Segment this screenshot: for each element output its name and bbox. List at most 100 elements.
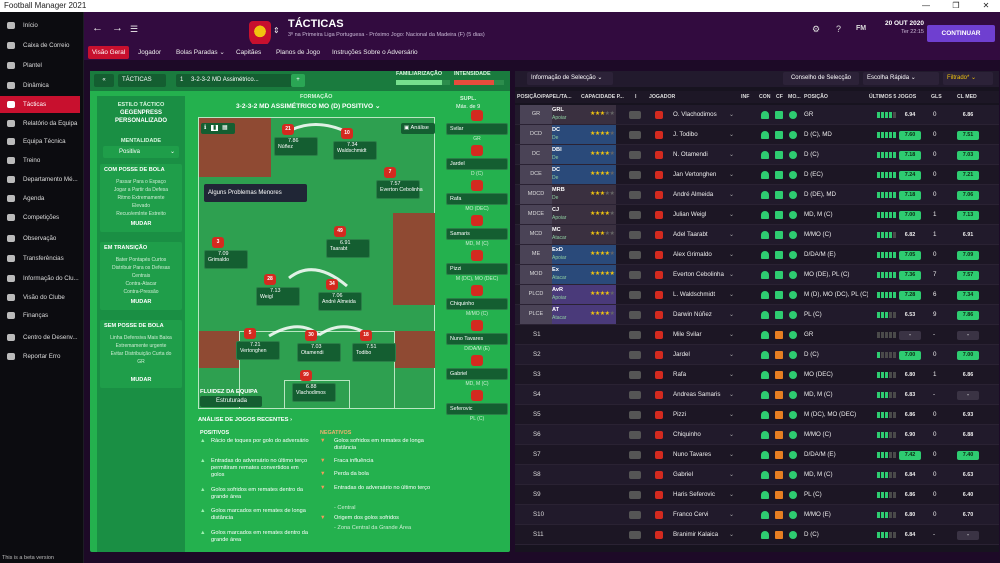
sidebar-item-scouting[interactable]: Observação (0, 230, 84, 247)
sidebar-item-home[interactable]: Início (0, 17, 84, 34)
role-cell[interactable]: MDCE CJ Apoiar ★★★★★ (520, 205, 616, 224)
player-name[interactable]: O. Vlachodimos (673, 111, 717, 118)
table-row[interactable]: S10 Franco Cervi ⌄ M/MO (E) 6.80 0 6.70 (515, 505, 999, 525)
player-card[interactable]: 6.91 Taarabt (326, 239, 370, 258)
selection-advice-button[interactable]: Conselho de Selecção (783, 72, 859, 85)
player-name[interactable]: Jardel (673, 351, 690, 358)
chevron-down-icon[interactable]: ⌄ (729, 491, 735, 498)
sub-name[interactable]: Pizzi (446, 263, 508, 275)
table-row[interactable]: S8 Gabriel ⌄ MD, M (C) 6.84 0 6.63 (515, 465, 999, 485)
swap-icon[interactable] (629, 211, 641, 219)
swap-icon[interactable] (629, 191, 641, 199)
chevron-down-icon[interactable]: ⌄ (729, 151, 735, 158)
swap-icon[interactable] (629, 451, 641, 459)
table-row[interactable]: S1 Mile Svilar ⌄ GR - - - (515, 325, 999, 345)
grid-icon[interactable]: ▦ (221, 125, 228, 131)
chevron-down-icon[interactable]: ⌄ (729, 511, 735, 518)
table-row[interactable]: PLCD AvR Apoiar ★★★★★ L. Waldschmidt ⌄ M (D), … (515, 285, 999, 305)
swap-icon[interactable] (629, 371, 641, 379)
minimize-icon[interactable]: — (922, 1, 930, 10)
col-inf[interactable]: INF (741, 94, 750, 100)
sub-name[interactable]: Seferovic (446, 403, 508, 415)
chevron-down-icon[interactable]: ⌄ (729, 231, 735, 238)
table-row[interactable]: S5 Pizzi ⌄ M (DC), MO (DEC) 6.86 0 6.93 (515, 405, 999, 425)
swap-icon[interactable] (629, 311, 641, 319)
player-name[interactable]: Alex Grimaldo (673, 251, 712, 258)
sidebar-item-medical[interactable]: Departamento Mé... (0, 171, 84, 188)
style-value[interactable]: GEGENPRESS PERSONALIZADO (114, 110, 167, 124)
table-row[interactable]: MCD MC Atacar ★★★★★ Adel Taarabt ⌄ M/MO (C) 6.8… (515, 225, 999, 245)
tab-0[interactable]: Visão Geral (88, 46, 130, 59)
chevron-down-icon[interactable]: ⌄ (729, 251, 735, 258)
swap-icon[interactable] (629, 351, 641, 359)
player-name[interactable]: Everton Cebolinha (673, 271, 724, 278)
chevron-down-icon[interactable]: ⌄ (729, 311, 735, 318)
chevron-down-icon[interactable]: ⌄ (729, 431, 735, 438)
player-name[interactable]: Pizzi (673, 411, 687, 418)
player-card[interactable]: 7.06 André Almeida (318, 292, 362, 311)
player-card[interactable]: 6.88 Vlachodimos (292, 383, 336, 402)
out_possession-change-button[interactable]: MUDAR (130, 377, 152, 383)
sidebar-item-staff[interactable]: Equipa Técnica (0, 133, 84, 150)
chevron-down-icon[interactable]: ⌄ (729, 371, 735, 378)
sidebar-item-training[interactable]: Treino (0, 152, 84, 169)
table-row[interactable]: S4 Andreas Samaris ⌄ MD, M (C) 6.83 - - (515, 385, 999, 405)
player-card[interactable]: 7.13 Weigl (256, 287, 300, 306)
swap-icon[interactable] (629, 251, 641, 259)
player-name[interactable]: Gabriel (673, 471, 693, 478)
table-row[interactable]: DC DBI De ★★★★★ N. Otamendi ⌄ D (C) 7.18 0 7.03 (515, 145, 999, 165)
player-name[interactable]: Jan Vertonghen (673, 171, 717, 178)
sidebar-item-trophy[interactable]: Competições (0, 209, 84, 226)
sidebar-item-finances[interactable]: Finanças (0, 307, 84, 324)
sub-name[interactable]: Jardel (446, 158, 508, 170)
quick-pick-dropdown[interactable]: Escolha Rápida ⌄ (863, 72, 939, 85)
col-mo[interactable]: MO... (788, 94, 801, 100)
player-name[interactable]: J. Todibo (673, 131, 698, 138)
table-row[interactable]: S6 Chiquinho ⌄ M/MO (C) 6.90 0 6.88 (515, 425, 999, 445)
player-name[interactable]: Julian Weigl (673, 211, 707, 218)
role-cell[interactable]: DC DBI De ★★★★★ (520, 145, 616, 164)
in_possession-change-button[interactable]: MUDAR (130, 221, 152, 227)
col-i[interactable]: I (635, 94, 637, 100)
forward-arrow-icon[interactable]: → (112, 22, 123, 34)
sub-name[interactable]: Nuno Tavares (446, 333, 508, 345)
sub-name[interactable]: Rafa (446, 193, 508, 205)
swap-icon[interactable] (629, 431, 641, 439)
sidebar-item-transfers[interactable]: Transferências (0, 250, 84, 267)
table-row[interactable]: S2 Jardel ⌄ D (C) 7.00 0 7.00 (515, 345, 999, 365)
col-ability[interactable]: CAPACIDADE P... (581, 94, 624, 100)
player-card[interactable]: 7.03 Otamendi (297, 343, 341, 362)
player-name[interactable]: Mile Svilar (673, 331, 702, 338)
tab-2[interactable]: Bolas Paradas ⌄ (176, 49, 225, 56)
sidebar-item-calendar[interactable]: Agenda (0, 190, 84, 207)
player-name[interactable]: Franco Cervi (673, 511, 709, 518)
role-cell[interactable]: ME ExD Apoiar ★★★★★ (520, 245, 616, 264)
player-name[interactable]: Branimir Kalaica (673, 531, 719, 538)
col-player[interactable]: JOGADOR (649, 94, 676, 100)
sidebar-item-club-vision[interactable]: Visão do Clube (0, 289, 84, 306)
swap-icon[interactable] (629, 491, 641, 499)
swap-icon[interactable] (629, 131, 641, 139)
player-name[interactable]: Andreas Samaris (673, 391, 721, 398)
role-cell[interactable]: DCD DC De ★★★★★ (520, 125, 616, 144)
swap-icon[interactable] (629, 231, 641, 239)
sidebar-item-squad[interactable]: Plantel (0, 57, 84, 74)
swap-icon[interactable] (629, 391, 641, 399)
sidebar-item-tactics[interactable]: Tácticas (0, 96, 80, 113)
chevron-down-icon[interactable]: ⌄ (729, 411, 735, 418)
player-name[interactable]: Haris Seferovic (673, 491, 715, 498)
tab-4[interactable]: Planos de Jogo (276, 49, 321, 56)
chevron-down-icon[interactable]: ⌄ (729, 111, 735, 118)
view-toggle[interactable]: ℹ ▮ ▦ (201, 123, 235, 134)
sub-name[interactable]: Chiquinho (446, 298, 508, 310)
sub-name[interactable]: Samaris (446, 228, 508, 240)
chevron-down-icon[interactable]: ⌄ (729, 211, 735, 218)
table-row[interactable]: S7 Nuno Tavares ⌄ D/DA/M (E) 7.42 0 7.40 (515, 445, 999, 465)
player-name[interactable]: André Almeida (673, 191, 714, 198)
col-last-games[interactable]: ÚLTIMOS 5 JOGOS (869, 94, 917, 100)
player-card[interactable]: 7.86 Núñez (274, 137, 318, 156)
filter-dropdown[interactable]: Filtrado* ⌄ (943, 72, 993, 85)
chevron-down-icon[interactable]: ⌄ (729, 331, 735, 338)
chevron-down-icon[interactable]: ⌄ (729, 471, 735, 478)
analysis-title[interactable]: ANÁLISE DE JOGOS RECENTES › (198, 417, 292, 423)
